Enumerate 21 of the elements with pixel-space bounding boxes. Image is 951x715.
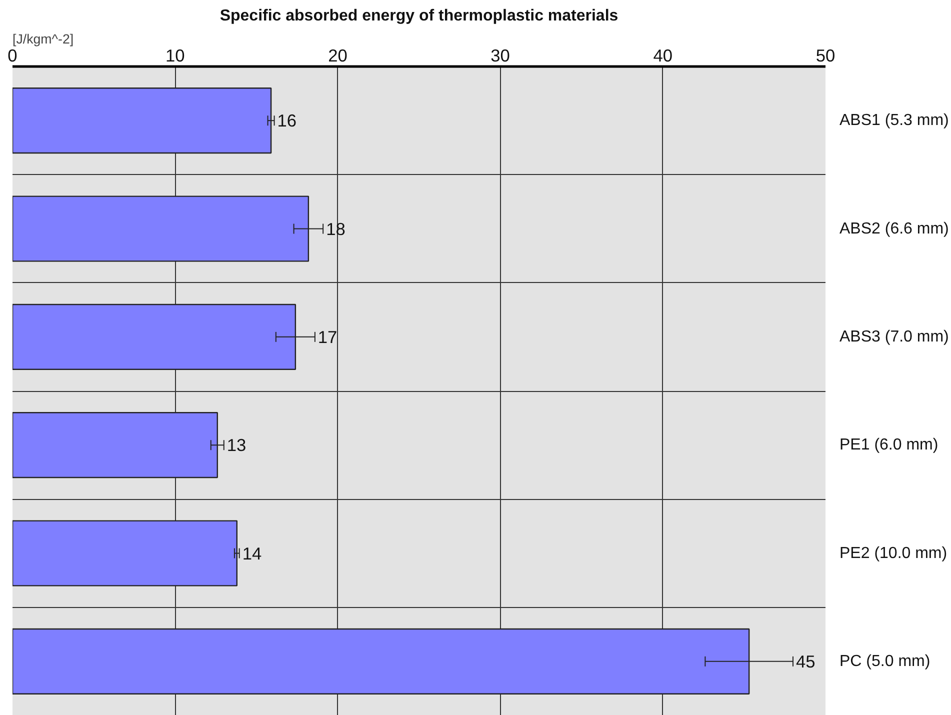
data-label: 45 <box>796 651 816 672</box>
y-tick-label: ABS2 (6.6 mm) <box>840 220 949 238</box>
y-tick-label: PE2 (10.0 mm) <box>840 544 948 562</box>
chart-title: Specific absorbed energy of thermoplastic materials <box>220 8 618 24</box>
x-tick-label: 10 <box>165 46 185 66</box>
x-tick-label: 0 <box>8 46 18 66</box>
data-label: 13 <box>226 435 246 456</box>
y-tick-label: ABS1 (5.3 mm) <box>840 112 949 130</box>
x-tick-label: 50 <box>816 46 836 66</box>
x-tick-label: 20 <box>328 46 348 66</box>
x-tick-label: 40 <box>653 46 673 66</box>
y-tick-label: PC (5.0 mm) <box>840 652 930 670</box>
bar <box>12 520 238 586</box>
data-label: 14 <box>242 543 262 564</box>
y-tick-label: ABS3 (7.0 mm) <box>840 328 949 346</box>
data-label: 16 <box>277 110 297 131</box>
data-label: 17 <box>318 326 338 347</box>
x-tick-label: 30 <box>490 46 510 66</box>
y-tick-label: PE1 (6.0 mm) <box>840 436 938 454</box>
x-axis-title: [J/kgm^-2] <box>12 32 74 46</box>
bar <box>12 88 272 154</box>
